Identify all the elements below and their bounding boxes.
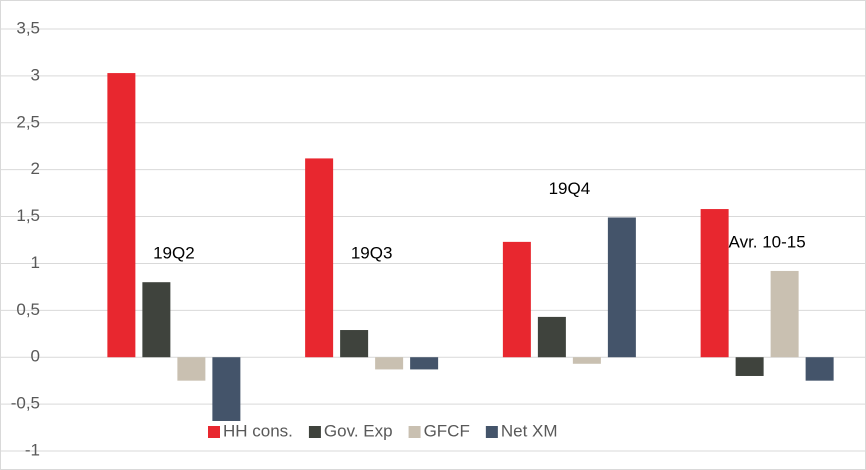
bar (142, 282, 171, 358)
bar (305, 158, 334, 358)
y-tick-label: 0 (31, 347, 40, 366)
legend-label: HH cons. (223, 421, 293, 440)
bar (502, 241, 531, 358)
bar (572, 357, 601, 364)
bar (735, 357, 764, 376)
y-tick-label: -1 (25, 440, 40, 459)
legend-label: GFCF (424, 421, 470, 440)
bar (805, 357, 834, 381)
bar (410, 357, 439, 370)
y-tick-label: 0,5 (16, 300, 40, 319)
legend-swatch (308, 426, 321, 438)
y-tick-label: 1,5 (16, 206, 40, 225)
bar (212, 357, 241, 421)
bar (607, 217, 636, 358)
category-label: 19Q4 (549, 179, 591, 198)
bar (177, 357, 206, 381)
legend-swatch (485, 426, 498, 438)
bar (537, 316, 566, 358)
y-tick-label: -0,5 (11, 394, 40, 413)
category-label: 19Q3 (351, 244, 393, 263)
bar (340, 330, 369, 358)
category-label: Avr. 10-15 (729, 232, 806, 251)
y-tick-label: 3 (31, 65, 40, 84)
legend-swatch (408, 426, 421, 438)
bar (770, 270, 799, 358)
legend-swatch (208, 426, 220, 438)
bar (107, 73, 136, 358)
y-tick-label: 3,5 (16, 18, 40, 37)
bar (375, 357, 404, 370)
legend-label: Net XM (501, 421, 558, 440)
y-tick-label: 1 (31, 253, 40, 272)
legend-label: Gov. Exp (324, 421, 393, 440)
y-tick-label: 2 (31, 159, 40, 178)
category-label: 19Q2 (153, 244, 195, 263)
y-tick-label: 2,5 (16, 112, 40, 131)
bar (700, 209, 729, 358)
